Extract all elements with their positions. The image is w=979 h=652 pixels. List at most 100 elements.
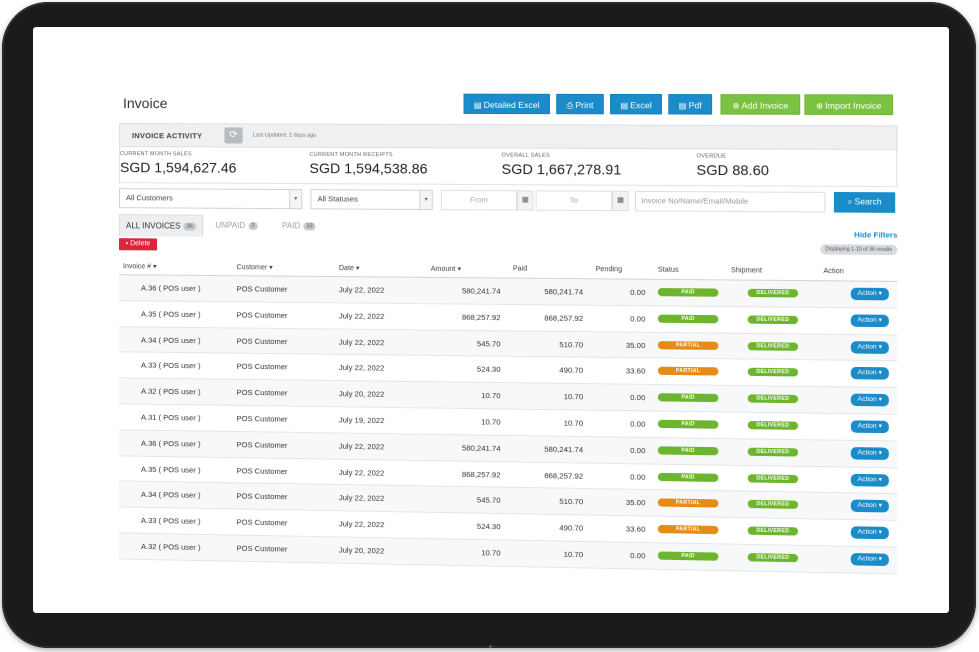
pdf-label: Pdf bbox=[688, 100, 701, 110]
excel-icon: ▤ bbox=[620, 101, 628, 110]
paid-cell: 490.70 bbox=[505, 522, 583, 533]
action-dropdown-button[interactable]: Action ▾ bbox=[851, 314, 889, 327]
import-invoice-button[interactable]: ⊕ Import Invoice bbox=[804, 94, 893, 115]
search-button[interactable]: ⌕ Search bbox=[834, 192, 895, 213]
add-invoice-button[interactable]: ⊕ Add Invoice bbox=[720, 94, 800, 115]
column-header-invoice[interactable]: Invoice # ▾ bbox=[123, 262, 157, 270]
customer-cell: POS Customer bbox=[237, 518, 288, 528]
stat-label: OVERDUE bbox=[696, 153, 769, 159]
invoice-number-link[interactable]: A.31 ( POS user ) bbox=[141, 413, 200, 423]
tablet-screen: Invoice ▤ Detailed Excel ⎙ Print ▤ Excel ▤ Pdf ⊕… bbox=[33, 27, 949, 613]
invoice-number-link[interactable]: A.33 ( POS user ) bbox=[141, 361, 200, 371]
action-dropdown-button[interactable]: Action ▾ bbox=[851, 341, 889, 354]
plus-circle-icon: ⊕ bbox=[816, 101, 823, 110]
invoice-number-link[interactable]: A.36 ( POS user ) bbox=[141, 438, 200, 448]
action-dropdown-button[interactable]: Action ▾ bbox=[851, 288, 889, 301]
refresh-button[interactable]: ⟳ bbox=[224, 127, 242, 143]
search-icon: ⌕ bbox=[848, 197, 853, 206]
column-header-date[interactable]: Date ▾ bbox=[339, 264, 360, 272]
action-label: Action bbox=[858, 290, 879, 297]
date-cell: July 22, 2022 bbox=[339, 285, 384, 295]
pending-cell: 33.60 bbox=[587, 524, 645, 534]
action-dropdown-button[interactable]: Action ▾ bbox=[851, 420, 889, 433]
chevron-down-icon: ▾ bbox=[879, 449, 882, 456]
customer-cell: POS Customer bbox=[237, 388, 288, 398]
invoice-number-link[interactable]: A.35 ( POS user ) bbox=[141, 309, 200, 319]
invoice-number-link[interactable]: A.32 ( POS user ) bbox=[141, 542, 200, 552]
action-dropdown-button[interactable]: Action ▾ bbox=[851, 473, 889, 486]
detailed-excel-label: Detailed Excel bbox=[484, 100, 540, 110]
date-cell: July 19, 2022 bbox=[339, 415, 384, 425]
calendar-icon[interactable]: ▦ bbox=[517, 190, 533, 210]
status-badge: PARTIAL bbox=[658, 367, 719, 376]
invoice-number-link[interactable]: A.32 ( POS user ) bbox=[141, 387, 200, 397]
action-dropdown-button[interactable]: Action ▾ bbox=[851, 553, 889, 566]
print-label: Print bbox=[575, 100, 593, 110]
shipment-badge: DELIVERED bbox=[748, 553, 798, 562]
amount-cell: 524.30 bbox=[423, 364, 501, 374]
action-dropdown-button[interactable]: Action ▾ bbox=[851, 367, 889, 380]
invoice-number-link[interactable]: A.33 ( POS user ) bbox=[141, 516, 200, 526]
action-label: Action bbox=[858, 396, 879, 403]
excel-button[interactable]: ▤ Excel bbox=[610, 94, 662, 115]
to-date-input[interactable]: To bbox=[536, 190, 613, 211]
column-header-amount[interactable]: Amount ▾ bbox=[431, 265, 461, 273]
status-badge: PAID bbox=[658, 446, 719, 455]
calendar-icon[interactable]: ▦ bbox=[612, 191, 629, 211]
pdf-button[interactable]: ▤ Pdf bbox=[668, 94, 712, 115]
print-button[interactable]: ⎙ Print bbox=[556, 94, 604, 114]
status-select[interactable]: All Statuses ▾ bbox=[310, 189, 432, 210]
plus-circle-icon: ⊕ bbox=[732, 101, 739, 110]
invoice-number-link[interactable]: A.36 ( POS user ) bbox=[141, 283, 200, 293]
trash-icon: ▪ bbox=[126, 240, 128, 247]
tab-label: ALL INVOICES bbox=[126, 221, 181, 230]
paid-cell: 490.70 bbox=[505, 365, 583, 375]
action-dropdown-button[interactable]: Action ▾ bbox=[851, 447, 889, 460]
date-cell: July 20, 2022 bbox=[339, 545, 384, 555]
column-header-customer[interactable]: Customer ▾ bbox=[237, 263, 273, 271]
action-dropdown-button[interactable]: Action ▾ bbox=[851, 394, 889, 407]
delete-button[interactable]: ▪ Delete bbox=[119, 238, 157, 250]
paid-cell: 868,257.92 bbox=[505, 313, 583, 323]
action-label: Action bbox=[858, 343, 879, 350]
pending-cell: 0.00 bbox=[587, 419, 645, 429]
invoice-number-link[interactable]: A.35 ( POS user ) bbox=[141, 464, 200, 474]
activity-title: INVOICE ACTIVITY bbox=[132, 131, 202, 140]
chevron-down-icon: ▾ bbox=[879, 423, 882, 430]
from-date-input[interactable]: From bbox=[441, 190, 517, 211]
tab-unpaid[interactable]: UNPAID 2 bbox=[209, 215, 263, 237]
amount-cell: 545.70 bbox=[423, 338, 501, 348]
status-badge: PAID bbox=[658, 288, 719, 297]
shipment-badge: DELIVERED bbox=[748, 395, 798, 404]
invoice-number-link[interactable]: A.34 ( POS user ) bbox=[141, 490, 200, 500]
amount-cell: 580,241.74 bbox=[423, 286, 501, 296]
tab-all-invoices[interactable]: ALL INVOICES 36 bbox=[119, 214, 203, 237]
amount-cell: 10.70 bbox=[423, 416, 501, 426]
action-label: Action bbox=[858, 422, 879, 429]
customer-select[interactable]: All Customers ▾ bbox=[119, 188, 302, 209]
paid-cell: 868,257.92 bbox=[505, 470, 583, 480]
search-input[interactable]: Invoice No/Name/Email/Mobile bbox=[635, 191, 825, 213]
chevron-down-icon: ▾ bbox=[879, 476, 882, 483]
stat-value: SGD 1,594,627.46 bbox=[120, 159, 237, 176]
action-dropdown-button[interactable]: Action ▾ bbox=[851, 500, 889, 513]
tab-paid[interactable]: PAID 33 bbox=[276, 215, 322, 237]
action-label: Action bbox=[858, 449, 879, 457]
date-cell: July 22, 2022 bbox=[339, 493, 384, 503]
chevron-down-icon: ▾ bbox=[879, 370, 882, 377]
customer-cell: POS Customer bbox=[237, 544, 288, 554]
detailed-excel-button[interactable]: ▤ Detailed Excel bbox=[464, 94, 550, 114]
delete-button-label: Delete bbox=[130, 240, 150, 247]
toolbar: ▤ Detailed Excel ⎙ Print ▤ Excel ▤ Pdf ⊕ Add Invo… bbox=[95, 75, 897, 76]
customer-cell: POS Customer bbox=[237, 414, 288, 424]
pending-cell: 0.00 bbox=[587, 445, 645, 455]
paid-cell: 510.70 bbox=[505, 339, 583, 349]
shipment-badge: DELIVERED bbox=[748, 500, 798, 509]
paid-cell: 10.70 bbox=[505, 549, 583, 560]
date-cell: July 20, 2022 bbox=[339, 389, 384, 399]
invoice-number-link[interactable]: A.34 ( POS user ) bbox=[141, 335, 200, 345]
pending-cell: 33.60 bbox=[587, 366, 645, 376]
action-label: Action bbox=[858, 316, 879, 323]
action-dropdown-button[interactable]: Action ▾ bbox=[851, 526, 889, 539]
hide-filters-link[interactable]: Hide Filters bbox=[854, 230, 897, 240]
